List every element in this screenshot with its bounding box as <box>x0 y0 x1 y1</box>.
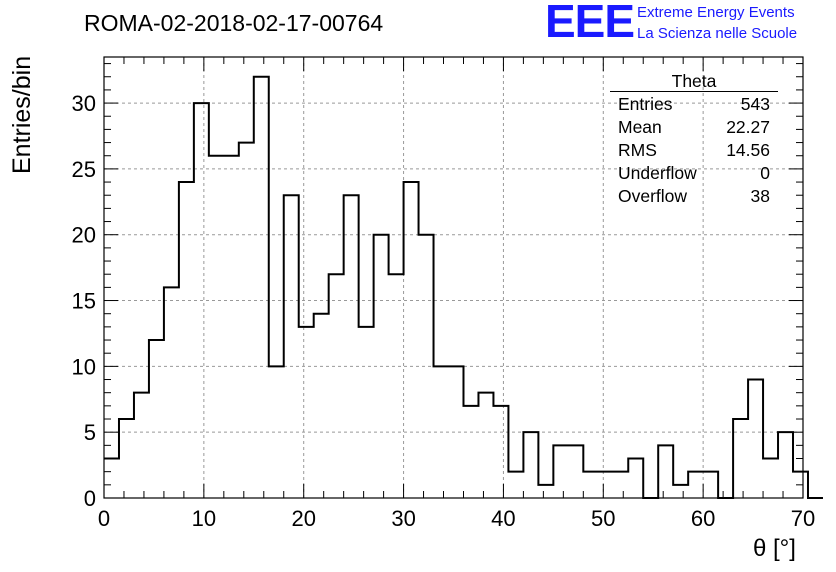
histogram-bin <box>329 274 344 498</box>
histogram-bin <box>449 366 464 498</box>
logo-subtitle-line1: Extreme Energy Events <box>637 4 795 21</box>
logo-subtitle-line2: La Scienza nelle Scuole <box>637 25 798 42</box>
histogram-bin <box>284 195 299 498</box>
stats-value: 14.56 <box>726 140 770 160</box>
histogram-bin <box>314 314 329 498</box>
y-tick-label: 25 <box>72 157 96 182</box>
stats-label: Overflow <box>618 186 688 206</box>
stats-title: Theta <box>671 71 717 91</box>
eee-logo-mark: EEE <box>545 0 635 47</box>
histogram-bin <box>673 485 688 498</box>
histogram-bin <box>149 340 164 498</box>
histogram-bars <box>104 75 823 499</box>
histogram-bin <box>359 327 374 498</box>
stats-label: Underflow <box>618 163 697 183</box>
axis-tick-labels: 0 10 20 30 40 50 60 70 0 5 10 15 20 25 30 <box>72 91 816 531</box>
stats-label: Entries <box>618 94 673 114</box>
histogram-bin <box>628 459 643 498</box>
stats-value: 543 <box>740 94 770 114</box>
histogram-bin <box>568 445 583 498</box>
y-tick-label: 20 <box>72 223 96 248</box>
x-axis-label: θ [°] <box>753 535 796 562</box>
x-tick-label: 10 <box>192 506 216 531</box>
histogram-bin <box>404 182 419 498</box>
stats-row-mean: Mean 22.27 <box>610 116 778 139</box>
y-tick-label: 15 <box>72 289 96 314</box>
y-tick-label: 10 <box>72 354 96 379</box>
stats-row-entries: Entries 543 <box>610 93 778 116</box>
y-tick-label: 5 <box>84 420 96 445</box>
stats-separator <box>610 91 778 92</box>
stats-value: 22.27 <box>726 117 770 137</box>
histogram-bin <box>344 195 359 498</box>
histogram-bin <box>389 274 404 498</box>
histogram-bin <box>119 419 134 498</box>
stats-value: 38 <box>750 186 770 206</box>
stats-row-underflow: Underflow 0 <box>610 162 778 185</box>
plot-frame <box>103 56 804 499</box>
stats-row-rms: RMS 14.56 <box>610 139 778 162</box>
histogram-bin <box>508 472 523 498</box>
histogram-bin <box>778 432 793 498</box>
histogram-bin <box>478 393 493 498</box>
histogram-outline <box>104 75 823 499</box>
histogram-bin <box>523 432 538 498</box>
x-tick-label: 0 <box>98 506 110 531</box>
y-tick-label: 0 <box>84 486 96 511</box>
histogram-bin <box>209 156 224 498</box>
x-tick-label: 60 <box>691 506 715 531</box>
histogram-bin <box>164 287 179 498</box>
histogram-bin <box>299 327 314 498</box>
x-tick-label: 50 <box>591 506 615 531</box>
run-title: ROMA-02-2018-02-17-00764 <box>84 10 384 36</box>
histogram-bin <box>419 235 434 498</box>
stats-label: RMS <box>618 140 657 160</box>
x-tick-label: 20 <box>291 506 315 531</box>
histogram-bin <box>688 472 703 498</box>
histogram-bin <box>374 235 389 498</box>
histogram-bin <box>493 406 508 498</box>
histogram-bin <box>703 472 718 498</box>
plot-border <box>103 56 804 499</box>
stats-label: Mean <box>618 117 662 137</box>
histogram-bin <box>748 380 763 498</box>
histogram-bin <box>179 182 194 498</box>
histogram-bin <box>463 406 478 498</box>
histogram-bin <box>269 366 284 498</box>
axis-ticks <box>103 57 804 499</box>
histogram-bin <box>224 156 239 498</box>
histogram-bin <box>254 77 269 498</box>
histogram-bin <box>733 419 748 498</box>
stats-row-overflow: Overflow 38 <box>610 185 778 208</box>
histogram-bin <box>434 366 449 498</box>
histogram-bin <box>613 472 628 498</box>
histogram-bin <box>583 472 598 498</box>
x-tick-label: 40 <box>491 506 515 531</box>
y-tick-label: 30 <box>72 91 96 116</box>
histogram-bin <box>598 472 613 498</box>
histogram-bin <box>553 445 568 498</box>
stats-value: 0 <box>760 163 770 183</box>
histogram-bin <box>763 459 778 498</box>
x-tick-label: 30 <box>391 506 415 531</box>
stats-box: Theta Entries 543 Mean 22.27 RMS 14.56 U… <box>610 70 778 208</box>
x-tick-label: 70 <box>791 506 815 531</box>
histogram-bin <box>538 485 553 498</box>
histogram-bin <box>239 143 254 498</box>
histogram-bin <box>658 445 673 498</box>
histogram-bin <box>134 393 149 498</box>
y-axis-label-text: Entries/bin <box>8 55 36 174</box>
histogram-bin <box>194 103 209 498</box>
histogram-bin <box>104 459 119 498</box>
